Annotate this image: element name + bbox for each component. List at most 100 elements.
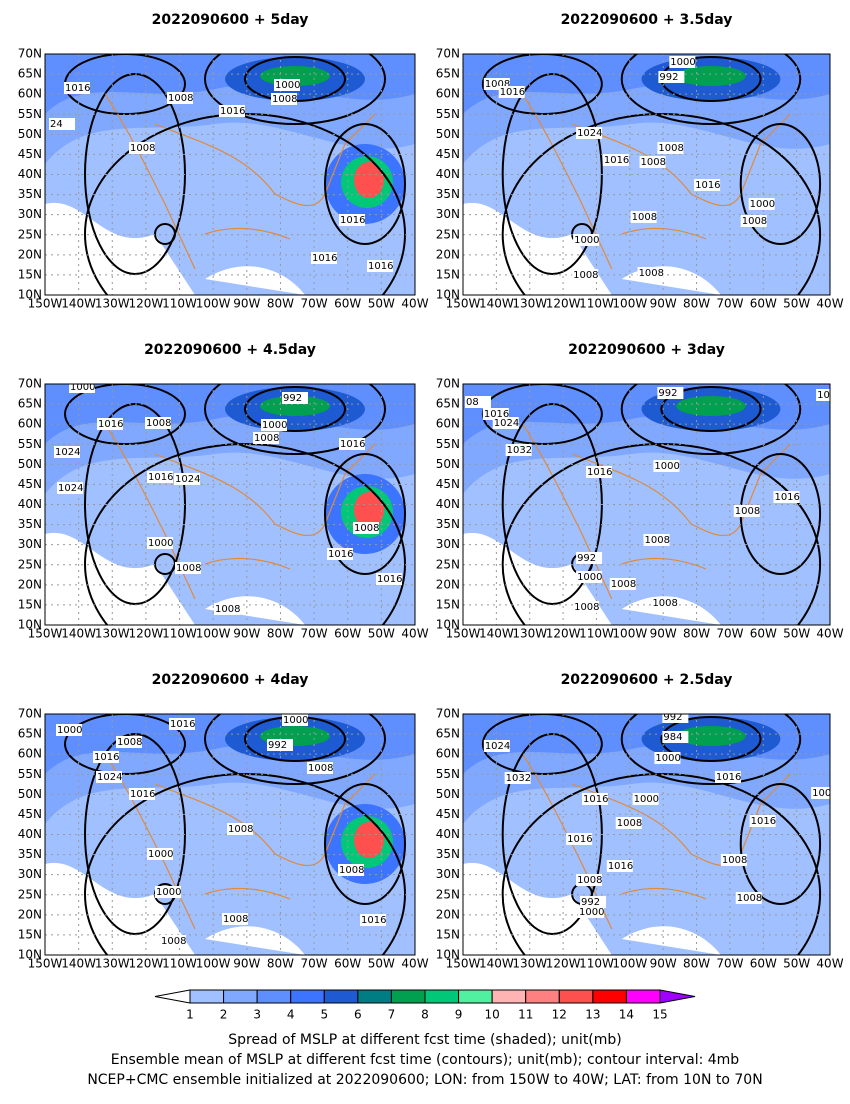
contour-label-bg xyxy=(116,736,142,748)
lon-tick-label: 110W xyxy=(579,627,614,641)
colorbar-label: 3 xyxy=(253,1008,261,1022)
lat-tick-label: 30N xyxy=(436,537,460,551)
contour-label: 1000 xyxy=(148,538,173,549)
lon-tick-label: 60W xyxy=(334,957,361,971)
contour-label-bg xyxy=(93,751,119,763)
contour-label: 1016 xyxy=(368,261,393,272)
spread-white xyxy=(45,862,195,955)
contour-label-bg xyxy=(748,198,775,210)
contour-label-bg xyxy=(339,214,365,226)
contour-label: 1024 xyxy=(175,474,200,485)
lat-tick-label: 20N xyxy=(436,247,460,261)
lat-tick-label: 60N xyxy=(436,87,460,101)
lon-tick-label: 150W xyxy=(28,957,63,971)
panel-title: 2022090600 + 5day xyxy=(152,12,309,28)
contour-label: 1008 xyxy=(632,212,657,223)
contour-label-bg xyxy=(267,739,293,751)
contour-label-bg xyxy=(749,815,776,827)
colorbar-label: 8 xyxy=(421,1008,429,1022)
lat-tick-label: 65N xyxy=(18,397,42,411)
spread-white xyxy=(621,926,721,955)
lat-tick-label: 50N xyxy=(436,127,460,141)
contour-label: 1016 xyxy=(148,472,173,483)
colorbar-box xyxy=(558,989,594,1004)
contour-label-bg xyxy=(576,552,603,564)
lon-tick-label: 40W xyxy=(816,297,843,311)
colorbar-box xyxy=(357,989,392,1004)
lat-tick-label: 35N xyxy=(436,187,460,201)
contour-label: 08 xyxy=(466,397,479,408)
contour-label-bg xyxy=(327,548,353,560)
contour-label-bg xyxy=(147,537,173,549)
panel-title: 2022090600 + 4day xyxy=(152,672,309,688)
spread-8 xyxy=(354,492,384,528)
lat-tick-label: 65N xyxy=(436,67,460,81)
lat-tick-label: 45N xyxy=(436,147,460,161)
contour-label-bg xyxy=(367,260,393,272)
panel-title: 2022090600 + 4.5day xyxy=(144,342,316,358)
contour-label-bg xyxy=(169,718,195,730)
contour-label: 1008 xyxy=(722,855,747,866)
contour-label: 1016 xyxy=(500,87,525,98)
lon-tick-label: 90W xyxy=(650,957,677,971)
lon-tick-label: 90W xyxy=(233,627,260,641)
contour-label-bg xyxy=(653,460,680,472)
lon-tick-label: 150W xyxy=(446,957,481,971)
lon-tick-label: 40W xyxy=(816,957,843,971)
contour-label: 1024 xyxy=(485,741,510,752)
lat-tick-label: 35N xyxy=(18,187,42,201)
lon-tick-label: 100W xyxy=(612,627,647,641)
contour-label: 24 xyxy=(50,119,63,130)
contour-label: 1008 xyxy=(617,818,642,829)
contour-label: 1016 xyxy=(94,752,119,763)
map-panel: 9920810161024103210161000101610081008992… xyxy=(463,384,830,625)
contour xyxy=(620,54,802,125)
contour xyxy=(660,386,762,432)
map-panel: 1016 1008 1000 1008 1016 1008 1016 1016 1016 24 xyxy=(45,54,415,295)
lat-tick-label: 50N xyxy=(18,457,42,471)
lon-tick-label: 70W xyxy=(716,627,743,641)
lon-tick-label: 40W xyxy=(816,627,843,641)
lat-tick-label: 70N xyxy=(436,707,460,721)
contour-label-bg xyxy=(147,848,173,860)
contour-label: 1016 xyxy=(340,215,365,226)
lon-tick-label: 110W xyxy=(162,297,197,311)
lon-tick-label: 110W xyxy=(162,957,197,971)
spread-5 xyxy=(676,396,746,416)
lat-tick-label: 15N xyxy=(18,267,42,281)
lon-tick-label: 70W xyxy=(301,627,328,641)
contour-label: 1016 xyxy=(608,861,633,872)
contour-label: 1016 xyxy=(170,719,195,730)
contour-label: 1008 xyxy=(168,93,193,104)
contour xyxy=(620,714,802,785)
lat-tick-label: 55N xyxy=(436,767,460,781)
lat-tick-label: 55N xyxy=(436,437,460,451)
contour-label: 1008 xyxy=(254,433,279,444)
colorbar-under xyxy=(154,989,191,1004)
contour-label: 1016 xyxy=(583,794,608,805)
contour-label-bg xyxy=(573,601,600,613)
colorbar-box xyxy=(256,989,292,1004)
contour-label-bg xyxy=(658,71,685,83)
spread-white xyxy=(463,862,612,955)
contour-label-bg xyxy=(630,211,657,223)
contour-label: 1008 xyxy=(308,763,333,774)
colorbar-box xyxy=(458,989,493,1004)
contour-label-bg xyxy=(49,118,75,130)
lon-tick-label: 110W xyxy=(162,627,197,641)
lat-tick-label: 70N xyxy=(436,377,460,391)
contour-label: 1008 xyxy=(735,506,760,517)
contour-label: 1008 xyxy=(645,535,670,546)
lon-tick-label: 150W xyxy=(446,627,481,641)
colorbar-box xyxy=(491,989,527,1004)
contour-label-bg xyxy=(572,269,599,281)
panel-frame xyxy=(462,53,831,296)
panel-title: 2022090600 + 3day xyxy=(568,342,725,358)
contour-label-bg xyxy=(129,788,155,800)
contour-label-bg xyxy=(271,93,297,105)
contour xyxy=(204,714,386,785)
colorbar-over xyxy=(659,989,696,1004)
contour-label: 1024 xyxy=(577,128,602,139)
contour-label: 1008 xyxy=(742,216,767,227)
